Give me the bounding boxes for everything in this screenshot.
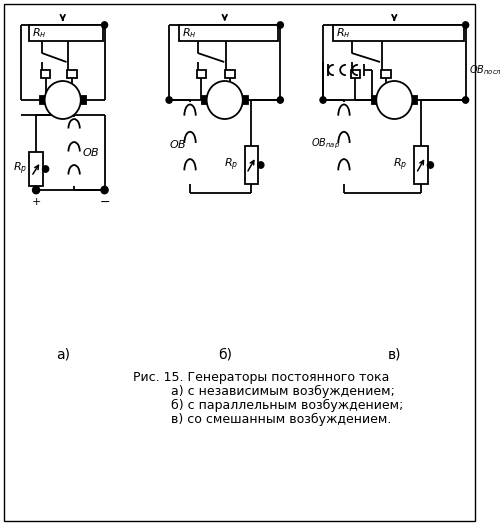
Bar [351, 70, 360, 78]
Bar [197, 70, 206, 78]
Bar [371, 96, 376, 104]
Bar [412, 96, 417, 104]
Circle shape [258, 162, 264, 168]
Circle shape [33, 187, 39, 193]
Circle shape [102, 22, 107, 28]
Bar [40, 96, 45, 104]
Circle shape [101, 186, 108, 194]
Text: $R_р$: $R_р$ [13, 161, 28, 177]
Circle shape [277, 97, 283, 103]
Circle shape [33, 186, 39, 194]
Bar [68, 70, 77, 78]
Text: $R_р$: $R_р$ [224, 157, 238, 173]
Bar [414, 146, 427, 184]
Text: б) с параллельным возбуждением;: б) с параллельным возбуждением; [171, 398, 403, 412]
Text: в): в) [388, 348, 401, 362]
Bar [81, 96, 86, 104]
Text: −: − [99, 195, 110, 208]
Circle shape [277, 22, 283, 28]
Text: $OB_{пар}$: $OB_{пар}$ [311, 137, 340, 151]
Bar [29, 25, 103, 41]
Circle shape [207, 81, 243, 119]
Bar [29, 152, 43, 186]
Bar [202, 96, 207, 104]
Circle shape [320, 97, 326, 103]
Text: Рис. 15. Генераторы постоянного тока: Рис. 15. Генераторы постоянного тока [133, 371, 390, 383]
Bar [381, 70, 391, 78]
Text: а): а) [56, 348, 70, 362]
Text: $R_н$: $R_н$ [182, 26, 197, 40]
Circle shape [43, 166, 48, 172]
Text: а) с независимым возбуждением;: а) с независимым возбуждением; [171, 384, 395, 397]
Bar [178, 25, 278, 41]
Text: +: + [31, 197, 41, 207]
Bar [333, 25, 464, 41]
Circle shape [102, 187, 107, 193]
Text: $OB_{посл}$: $OB_{посл}$ [469, 63, 502, 77]
Circle shape [463, 97, 468, 103]
Circle shape [427, 162, 433, 168]
Circle shape [463, 22, 468, 28]
Text: $R_н$: $R_н$ [336, 26, 351, 40]
Text: $OB$: $OB$ [82, 146, 99, 159]
Bar [225, 70, 235, 78]
Text: $OB$: $OB$ [168, 138, 186, 150]
Text: $R_н$: $R_н$ [32, 26, 47, 40]
Circle shape [166, 97, 172, 103]
Circle shape [376, 81, 412, 119]
Bar [243, 96, 247, 104]
Bar [244, 146, 258, 184]
Circle shape [45, 81, 81, 119]
Text: в) со смешанным возбуждением.: в) со смешанным возбуждением. [171, 413, 392, 426]
Text: $R_р$: $R_р$ [393, 157, 408, 173]
Text: б): б) [218, 348, 232, 362]
Bar [41, 70, 50, 78]
